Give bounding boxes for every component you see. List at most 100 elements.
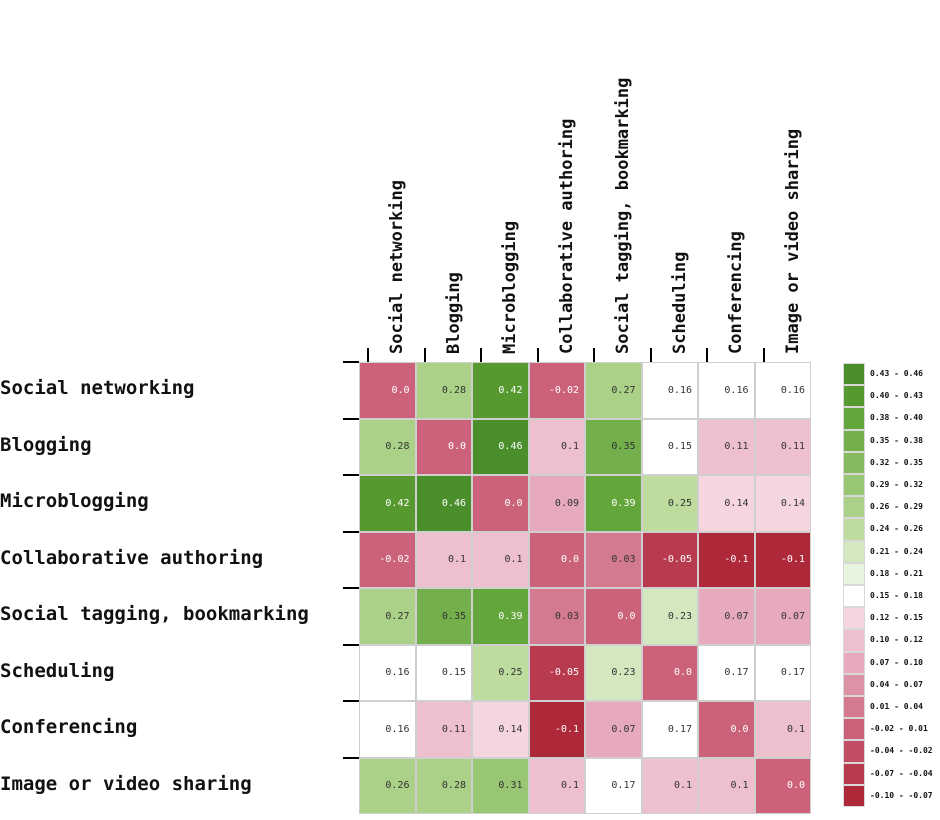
column-label: Social tagging, bookmarking [613,77,633,354]
column-tick [367,348,369,362]
heatmap-cell: 0.27 [359,588,416,645]
heatmap-cell: 0.23 [641,588,698,645]
heatmap-cell: 0.14 [698,475,755,532]
row-label: Social networking [0,377,195,400]
heatmap-cell: 0.11 [415,701,472,758]
row-tick [343,530,359,533]
legend-swatch [843,540,865,563]
column-tick [762,348,765,362]
legend-swatch [843,696,865,719]
row-label: Conferencing [0,716,138,739]
heatmap-cell: 0.28 [415,757,472,814]
heatmap-cell: 0.16 [754,362,811,419]
heatmap-cell: -0.1 [528,701,585,758]
heatmap-cell: 0.16 [698,362,755,419]
legend-swatch [843,429,865,452]
heatmap-cell: -0.02 [528,362,585,419]
heatmap-cell: 0.1 [641,757,698,814]
row-label: Image or video sharing [0,772,252,795]
row-tick [343,474,359,476]
column-label: Microblogging [500,220,520,354]
heatmap-cell: 0.1 [415,531,472,588]
legend-label: 0.18 - 0.21 [870,568,923,578]
legend-swatch [843,585,865,608]
heatmap-cell: 0.42 [359,475,416,532]
row-tick [343,700,359,702]
heatmap-cell: 0.17 [641,701,698,758]
heatmap-cell: 0.07 [698,588,755,645]
heatmap-cell: 0.0 [754,757,811,814]
legend-swatch [843,673,865,696]
legend-swatch [843,740,865,763]
heatmap-cell: 0.0 [641,644,698,701]
heatmap-cell: -0.1 [698,531,755,588]
heatmap-cell: 0.1 [754,701,811,758]
legend-label: 0.26 - 0.29 [870,502,923,512]
legend-label: 0.38 - 0.40 [870,413,923,423]
legend-swatch [843,784,865,807]
column-tick [649,348,652,362]
legend-label: 0.35 - 0.38 [870,435,923,445]
column-label: Social networking [387,180,407,354]
heatmap-cell: 0.16 [359,644,416,701]
heatmap-cell: 0.46 [415,475,472,532]
legend-label: 0.43 - 0.46 [870,369,923,378]
heatmap-cell: 0.39 [472,588,529,645]
legend-label: 0.24 - 0.26 [870,524,923,534]
legend-swatch [843,562,865,585]
heatmap-cell: 0.1 [698,757,755,814]
legend-swatch [843,496,865,519]
legend-label: 0.40 - 0.43 [870,391,923,401]
heatmap-cell: 0.23 [585,644,642,701]
legend-label: -0.04 - -0.02 [870,746,933,756]
column-tick [423,348,426,362]
column-label: Scheduling [669,251,690,354]
legend-swatch [843,518,865,541]
column-label: Conferencing [726,231,746,354]
legend-label: -0.07 - -0.04 [870,768,933,778]
legend-swatch [843,474,865,497]
legend-swatch [843,762,865,785]
column-label: Blogging [443,272,464,354]
heatmap-cell: 0.28 [415,362,472,419]
row-label: Blogging [0,433,92,456]
legend-swatch [843,363,865,386]
heatmap-cell: 0.07 [754,588,811,645]
heatmap-cell: 0.14 [472,701,529,758]
heatmap-cell: 0.03 [528,588,585,645]
heatmap-cell: 0.26 [359,757,416,814]
legend-swatch [843,451,865,474]
column-label: Collaborative authoring [556,118,577,354]
heatmap-cell: 0.1 [528,418,585,475]
row-tick [343,587,359,589]
legend-label: 0.10 - 0.12 [870,635,923,645]
heatmap-cell: 0.0 [359,362,416,419]
heatmap-cell: 0.14 [754,475,811,532]
row-tick [343,361,359,363]
column-tick [706,348,708,362]
legend-label: -0.02 - 0.01 [870,724,928,734]
heatmap-cell: 0.17 [754,644,811,701]
heatmap-cell: -0.02 [359,531,416,588]
column-tick [536,348,539,362]
legend-label: 0.15 - 0.18 [870,591,923,600]
heatmap-cell: 0.42 [472,362,529,419]
heatmap-cell: 0.16 [641,362,698,419]
legend-label: 0.04 - 0.07 [870,679,923,689]
heatmap-cell: -0.1 [754,531,811,588]
heatmap-cell: 0.17 [585,757,642,814]
heatmap-cell: 0.25 [641,475,698,532]
heatmap-cell: 0.46 [472,418,529,475]
row-label: Microblogging [0,490,149,513]
heatmap-cell: 0.27 [585,362,642,419]
heatmap-cell: 0.11 [698,418,755,475]
heatmap-cell: 0.0 [698,701,755,758]
heatmap-cell: -0.05 [528,644,585,701]
legend-swatch [843,651,865,674]
legend-label: 0.07 - 0.10 [870,657,923,667]
heatmap-cell: 0.0 [472,475,529,532]
legend-label: 0.32 - 0.35 [870,457,923,467]
heatmap-cell: 0.17 [698,644,755,701]
legend-swatch [843,607,865,630]
